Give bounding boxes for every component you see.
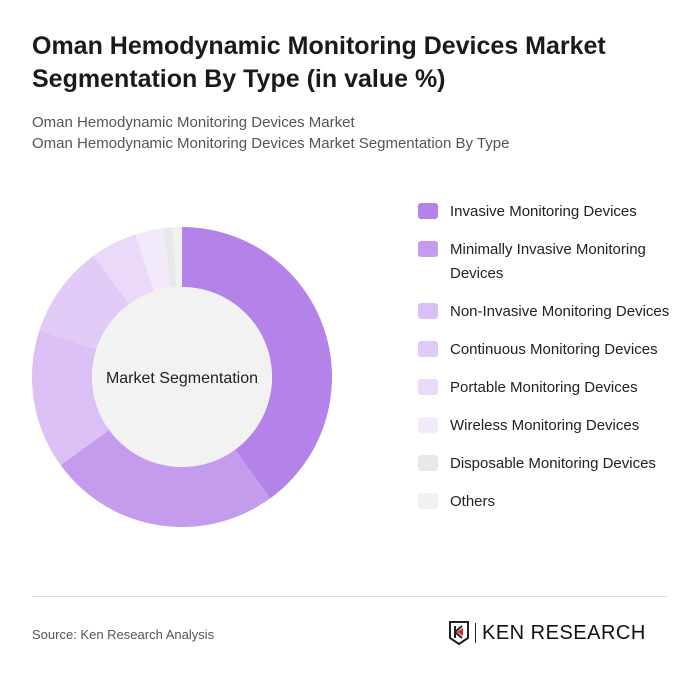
donut-slice-6[interactable]: [135, 228, 171, 292]
legend-label: Non-Invasive Monitoring Devices: [450, 303, 670, 320]
donut-center: [92, 287, 272, 467]
donut-slice-2[interactable]: [60, 429, 271, 527]
subtitle-market: Oman Hemodynamic Monitoring Devices Mark…: [32, 114, 355, 131]
source-note: Source: Ken Research Analysis: [32, 627, 215, 642]
donut-slice-7[interactable]: [163, 227, 177, 288]
legend-swatch: [418, 241, 438, 257]
legend-label: Invasive Monitoring Devices: [450, 203, 637, 220]
ken-research-logo: KEN RESEARCH: [448, 620, 646, 646]
legend-swatch: [418, 417, 438, 433]
legend-swatch: [418, 303, 438, 319]
donut-chart: Market Segmentation: [32, 227, 332, 527]
legend: Invasive Monitoring Devices Minimally Inv…: [418, 200, 688, 528]
donut-slice-1[interactable]: [182, 227, 332, 499]
logo-text: KEN RESEARCH: [482, 621, 646, 644]
legend-item[interactable]: Continuous Monitoring Devices: [418, 338, 688, 362]
legend-swatch: [418, 455, 438, 471]
donut-slice-8[interactable]: [172, 227, 182, 288]
legend-label: Portable Monitoring Devices: [450, 379, 638, 396]
legend-swatch: [418, 379, 438, 395]
legend-item[interactable]: Non-Invasive Monitoring Devices: [418, 300, 688, 324]
legend-item[interactable]: Invasive Monitoring Devices: [418, 200, 688, 224]
subtitle-segmentation: Oman Hemodynamic Monitoring Devices Mark…: [32, 135, 510, 152]
donut-slice-4[interactable]: [39, 255, 130, 350]
divider: [32, 596, 668, 597]
legend-item[interactable]: Wireless Monitoring Devices: [418, 414, 688, 438]
legend-label: Continuous Monitoring Devices: [450, 341, 658, 358]
chart-title: Oman Hemodynamic Monitoring Devices Mark…: [32, 32, 606, 93]
legend-swatch: [418, 493, 438, 509]
legend-item[interactable]: Disposable Monitoring Devices: [418, 452, 688, 476]
legend-item[interactable]: Others: [418, 490, 688, 514]
donut-slice-5[interactable]: [93, 234, 155, 305]
legend-item[interactable]: Minimally Invasive Monitoring Devices: [418, 238, 688, 286]
donut-slice-3[interactable]: [32, 330, 110, 466]
center-label: Market Segmentation: [106, 370, 258, 387]
legend-swatch: [418, 341, 438, 357]
legend-label: Disposable Monitoring Devices: [450, 455, 656, 472]
legend-item[interactable]: Portable Monitoring Devices: [418, 376, 688, 400]
ken-research-logo-icon: [449, 621, 469, 646]
legend-label: Others: [450, 493, 496, 510]
legend-label: Minimally Invasive Monitoring Devices: [450, 241, 646, 282]
legend-swatch: [418, 203, 438, 219]
legend-label: Wireless Monitoring Devices: [450, 417, 640, 434]
